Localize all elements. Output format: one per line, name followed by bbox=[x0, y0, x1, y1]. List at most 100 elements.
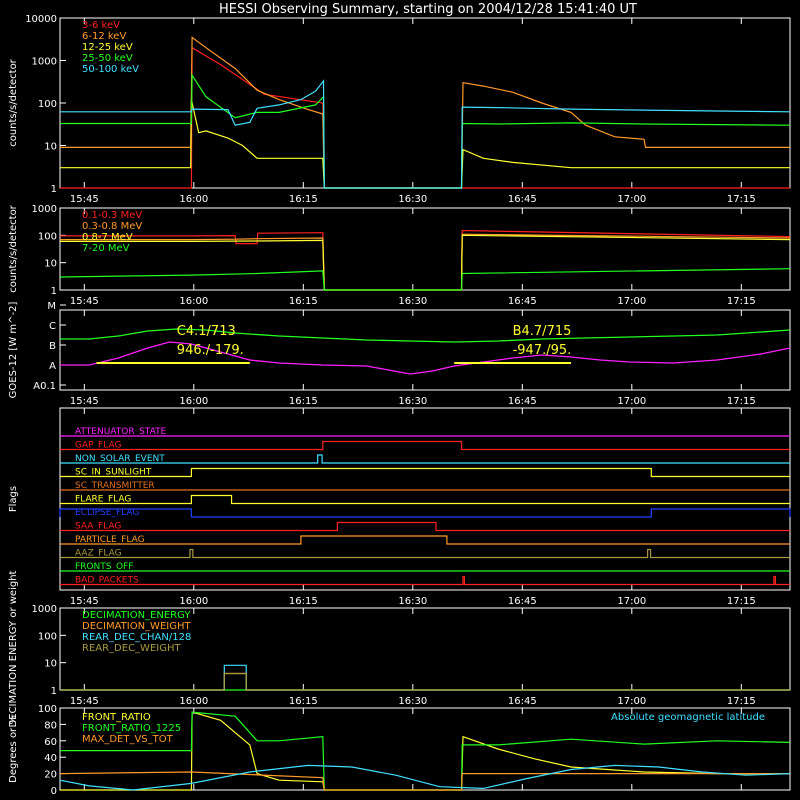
flare-annotation: C4.1/713 bbox=[177, 324, 236, 339]
x-tick-label: 17:00 bbox=[617, 194, 646, 205]
x-tick-label: 15:45 bbox=[70, 596, 99, 607]
y-tick-label: 1 bbox=[51, 184, 57, 195]
legend-entry: FRONT_RATIO bbox=[82, 712, 151, 723]
y-tick-label: 10 bbox=[44, 659, 57, 670]
legend-entry: REAR_DEC_CHAN/128 bbox=[82, 632, 191, 643]
legend-entry: DECIMATION_ENERGY bbox=[82, 610, 191, 621]
y-tick-label: 10 bbox=[44, 259, 57, 270]
legend-entry: 0.8-7 MeV bbox=[82, 232, 133, 243]
y-tick-label: 10000 bbox=[25, 14, 57, 25]
ratio-series-3 bbox=[59, 764, 791, 791]
x-tick-label: 17:00 bbox=[617, 396, 646, 407]
flag-label: SC_IN_SUNLIGHT bbox=[75, 468, 152, 478]
y-tick-label: 80 bbox=[44, 720, 57, 731]
panel-lightcurves: 15:45 16:00 16:15 16:30 16:45 17:00 17:15 count… bbox=[8, 14, 791, 205]
panel-high_energy: 15:45 16:00 16:15 16:30 16:45 17:00 17:15 count… bbox=[8, 204, 791, 307]
y-tick-label: 20 bbox=[44, 770, 57, 781]
legend-entry: DECIMATION_WEIGHT bbox=[82, 621, 191, 632]
x-tick-label: 16:15 bbox=[289, 296, 318, 307]
flag-trace-3 bbox=[60, 467, 790, 478]
figure-title: HESSI Observing Summary, starting on 200… bbox=[219, 2, 637, 17]
flag-trace-8 bbox=[60, 535, 790, 545]
flare-annotation: -947./95. bbox=[513, 343, 572, 358]
flag-label: AAZ_FLAG bbox=[75, 549, 122, 559]
flag-label: ECLIPSE_FLAG bbox=[75, 508, 139, 518]
x-tick-label: 17:15 bbox=[727, 296, 756, 307]
y-tick-label: 1000 bbox=[32, 604, 57, 615]
series-line-1 bbox=[60, 233, 791, 291]
y-tick-label: 1000 bbox=[32, 204, 57, 215]
x-tick-label: 17:15 bbox=[727, 396, 756, 407]
flag-trace-7 bbox=[60, 521, 790, 532]
x-tick-label: 17:00 bbox=[617, 596, 646, 607]
y-tick-label: M bbox=[47, 301, 56, 312]
y-axis-label: Flags bbox=[8, 486, 19, 512]
legend-entry: 25-50 keV bbox=[82, 53, 133, 64]
y-tick-label: A bbox=[49, 361, 56, 372]
series-line-1 bbox=[60, 672, 790, 691]
x-tick-label: 16:45 bbox=[508, 296, 537, 307]
y-tick-label: 1 bbox=[51, 686, 57, 697]
x-tick-label: 16:00 bbox=[179, 596, 208, 607]
legend-entry: 0.1-0.3 MeV bbox=[82, 210, 142, 221]
flag-label: FRONTS_OFF bbox=[75, 562, 133, 572]
panel-frame bbox=[59, 309, 791, 391]
panel-flags: 15:45 16:00 16:15 16:30 16:45 17:00 17:15 Flags… bbox=[8, 407, 791, 607]
x-tick-label: 16:00 bbox=[179, 296, 208, 307]
legend-entry: 3-6 keV bbox=[82, 20, 120, 31]
x-tick-label: 16:15 bbox=[289, 396, 318, 407]
flag-label: FLARE_FLAG bbox=[75, 495, 131, 505]
panels: 15:45 16:00 16:15 16:30 16:45 17:00 17:15 count… bbox=[8, 14, 791, 797]
y-tick-label: A0.1 bbox=[33, 381, 56, 392]
x-tick-label: 16:30 bbox=[398, 296, 427, 307]
legend-entry: FRONT_RATIO_1225 bbox=[82, 723, 181, 734]
x-tick-label: 16:45 bbox=[508, 696, 537, 707]
legend-entry: 12-25 keV bbox=[82, 42, 133, 53]
x-tick-label: 16:00 bbox=[179, 194, 208, 205]
y-axis-label: counts/s/detector bbox=[8, 204, 19, 292]
x-tick-label: 15:45 bbox=[70, 296, 99, 307]
series-line-3 bbox=[60, 73, 791, 189]
flare-annotation: 946./-179. bbox=[177, 343, 244, 358]
panel-ratios: Degrees or % 0 20 40 60 80 100 FRONT_RATIOFRONT… bbox=[8, 704, 791, 797]
y-axis-label: Degrees or % bbox=[8, 715, 19, 783]
y-tick-label: 100 bbox=[38, 99, 57, 110]
x-tick-label: 16:30 bbox=[398, 696, 427, 707]
series-line-2 bbox=[60, 664, 790, 691]
y-tick-label: 100 bbox=[38, 631, 57, 642]
flag-label: SC_TRANSMITTER bbox=[75, 481, 155, 491]
series-line-3 bbox=[60, 672, 790, 691]
legend-entry: 50-100 keV bbox=[82, 64, 139, 75]
x-tick-label: 16:00 bbox=[179, 696, 208, 707]
x-tick-label: 17:00 bbox=[617, 696, 646, 707]
x-tick-label: 16:15 bbox=[289, 194, 318, 205]
x-tick-label: 16:30 bbox=[398, 194, 427, 205]
legend-entry: 7-20 MeV bbox=[82, 243, 130, 254]
flag-label: SAA_FLAG bbox=[75, 522, 121, 532]
flag-trace-2 bbox=[60, 454, 790, 464]
y-tick-label: 60 bbox=[44, 737, 57, 748]
legend-entry: MAX_DET_VS_TOT bbox=[82, 734, 174, 745]
x-tick-label: 17:00 bbox=[617, 296, 646, 307]
series-line-3 bbox=[59, 268, 791, 291]
y-axis-label: DECIMATION ENERGY or weight bbox=[8, 570, 19, 727]
legend-entry: 0.3-0.8 MeV bbox=[82, 221, 142, 232]
y-axis-label: counts/s/detector bbox=[8, 58, 19, 146]
x-tick-label: 16:30 bbox=[398, 396, 427, 407]
y-tick-label: 40 bbox=[44, 753, 57, 764]
flag-label: ATTENUATOR_STATE bbox=[75, 427, 167, 437]
x-tick-label: 16:45 bbox=[508, 194, 537, 205]
legend-entry: REAR_DEC_WEIGHT bbox=[82, 643, 181, 654]
geomag-annotation: Absolute geomagnetic latitude bbox=[611, 712, 765, 723]
y-tick-label: 0 bbox=[51, 786, 57, 797]
y-tick-label: 1 bbox=[51, 286, 57, 297]
goes-series-0 bbox=[60, 328, 791, 343]
flag-trace-11 bbox=[60, 575, 790, 586]
flag-trace-1 bbox=[60, 440, 790, 451]
y-tick-label: 1000 bbox=[32, 57, 57, 68]
panel-goes: 15:45 16:00 16:15 16:30 16:45 17:00 17:15 GOES-… bbox=[8, 301, 791, 407]
x-tick-label: 15:45 bbox=[70, 396, 99, 407]
x-tick-label: 17:15 bbox=[727, 596, 756, 607]
series-line-2 bbox=[60, 99, 790, 189]
x-tick-label: 16:45 bbox=[508, 596, 537, 607]
